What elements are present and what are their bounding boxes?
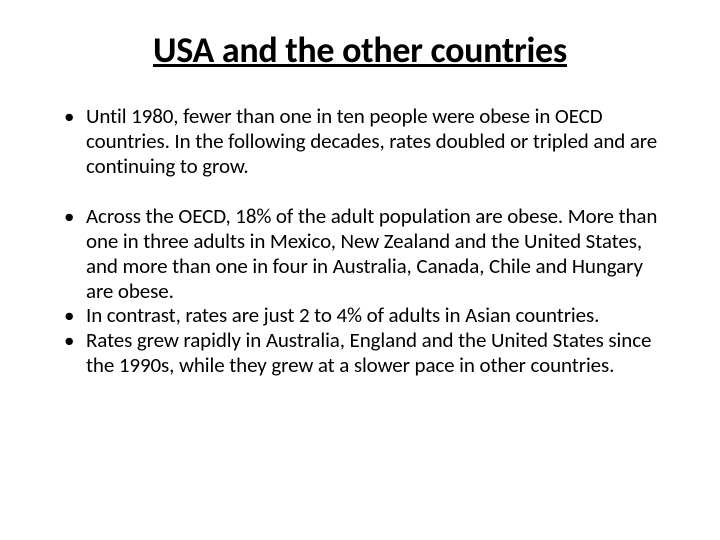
bullet-gap	[58, 178, 662, 204]
bullet-item: In contrast, rates are just 2 to 4% of a…	[58, 303, 662, 328]
slide-title: USA and the other countries	[58, 28, 662, 72]
slide: USA and the other countries Until 1980, …	[0, 0, 720, 540]
bullet-item: Across the OECD, 18% of the adult popula…	[58, 204, 662, 303]
bullet-list: Until 1980, fewer than one in ten people…	[58, 104, 662, 378]
bullet-item: Until 1980, fewer than one in ten people…	[58, 104, 662, 178]
bullet-item: Rates grew rapidly in Australia, England…	[58, 328, 662, 378]
